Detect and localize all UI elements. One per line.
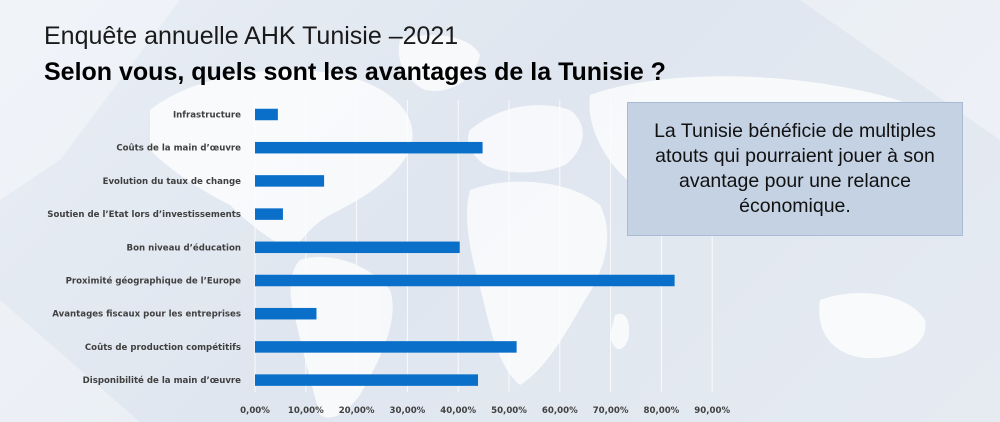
title-line-1: Enquête annuelle AHK Tunisie –2021 [44,22,459,50]
title-line-2: Selon vous, quels sont les avantages de … [44,58,666,86]
bar [255,374,479,386]
callout-box: La Tunisie bénéficie de multiples atouts… [627,102,963,236]
x-axis-tick-labels: 0,00% 10,00% 20,00% 30,00% 40,00% 50,00% 60,00… [240,406,730,416]
category-label: Proximité géographique de l’Europe [66,276,242,287]
x-tick-label: 0,00% [240,406,270,416]
category-label: Disponibilité de la main d’œuvre [83,375,242,386]
x-tick-label: 60,00% [542,406,578,416]
category-label: Infrastructure [173,111,241,121]
category-label: Avantages fiscaux pour les entreprises [52,310,241,320]
x-tick-label: 50,00% [491,406,527,416]
callout-text: La Tunisie bénéficie de multiples atouts… [654,120,936,217]
category-label: Bon niveau d’éducation [127,242,241,253]
bar [255,175,325,187]
bar [255,274,675,287]
x-tick-label: 20,00% [339,406,375,416]
bar [255,208,283,220]
bar [255,241,460,254]
category-labels: Infrastructure Coûts de la main d’œuvre Ev… [47,111,241,387]
bar [255,341,517,353]
bar [255,141,483,154]
x-tick-label: 40,00% [440,406,476,416]
bars [255,108,675,386]
x-tick-label: 30,00% [390,406,426,416]
category-label: Soutien de l’Etat lors d’investissements [47,210,241,220]
bar [255,108,278,121]
category-label: Coûts de la main d’œuvre [116,144,241,154]
x-tick-label: 90,00% [694,406,730,416]
x-tick-label: 80,00% [644,406,680,416]
bar [255,307,317,320]
category-label: Coûts de production compétitifs [85,342,241,353]
category-label: Evolution du taux de change [103,177,242,187]
x-tick-label: 70,00% [593,406,629,416]
x-tick-label: 10,00% [288,406,324,416]
